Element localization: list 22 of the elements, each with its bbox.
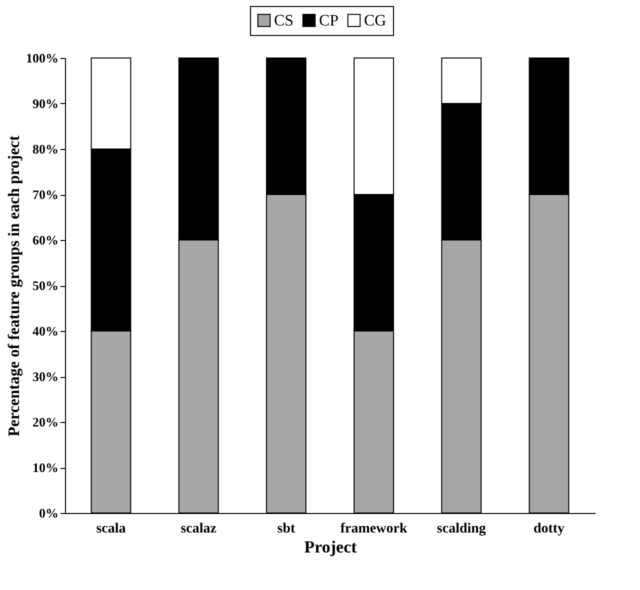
x-tick-label: sbt (277, 522, 296, 536)
y-tick-label: 30% (32, 369, 58, 384)
y-tick-label: 10% (32, 460, 58, 475)
y-tick-label: 90% (32, 96, 58, 111)
x-tick-label: scalding (436, 522, 486, 536)
x-tick-label: scala (96, 522, 126, 536)
y-tick-label: 40% (32, 324, 58, 338)
legend-label: CG (364, 12, 387, 30)
y-tick-label: 80% (32, 142, 58, 156)
y-tick-label: 60% (32, 232, 58, 248)
y-tick-label: 50% (32, 278, 58, 293)
x-tick-label: framework (340, 522, 408, 536)
y-tick-label: 0% (39, 506, 58, 520)
x-axis-title: Project (304, 538, 358, 556)
x-tick-label: dotty (533, 522, 565, 536)
legend-label: CS (274, 12, 294, 30)
y-tick-label: 20% (32, 414, 58, 430)
y-tick-label: 70% (32, 187, 58, 202)
y-axis-title: Percentage of feature groups in each project (6, 134, 23, 436)
legend-label: CP (319, 12, 339, 30)
x-tick-label: scalaz (180, 522, 216, 536)
y-tick-label: 100% (26, 50, 58, 66)
